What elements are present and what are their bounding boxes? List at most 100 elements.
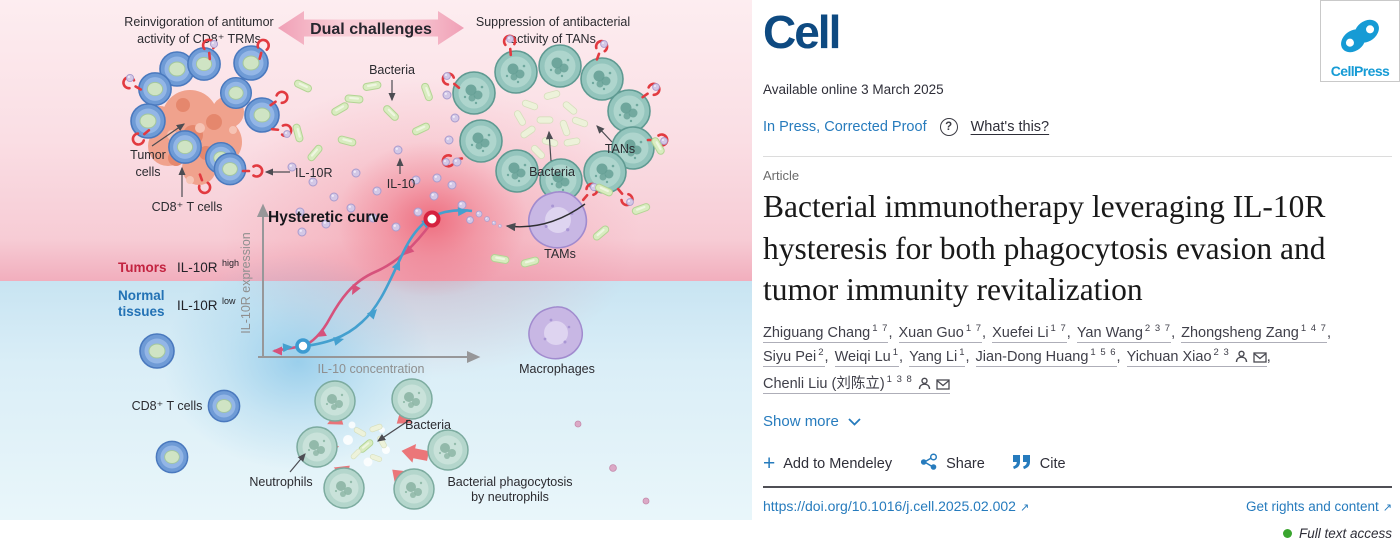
cite-label: Cite	[1039, 455, 1066, 472]
author-separator: ,	[1066, 324, 1075, 341]
macrophages-label: Macrophages	[519, 362, 595, 376]
author-separator: ,	[1326, 324, 1331, 341]
access-status-label: Full text access	[1298, 525, 1392, 541]
author-link[interactable]: Yang Li 1	[909, 347, 966, 368]
il10r-low-sup: low	[222, 296, 236, 306]
press-status-row: In Press, Corrected Proof ? What's this?	[763, 118, 1392, 137]
author-item: Yichuan Xiao 2 3,	[1126, 347, 1273, 368]
author-item: Yang Li 1,	[909, 347, 975, 368]
available-online-date: Available online 3 March 2025	[763, 82, 944, 98]
author-link[interactable]: Zhiguang Chang 1 7	[763, 323, 889, 343]
cellpress-logo[interactable]: CellPress	[1320, 0, 1400, 82]
in-press-link[interactable]: In Press, Corrected Proof	[763, 119, 927, 136]
suppression-label-line1: Suppression of antibacterial	[476, 15, 630, 29]
author-link[interactable]: Yichuan Xiao 2 3	[1126, 347, 1267, 368]
author-separator: ,	[899, 349, 908, 366]
author-link[interactable]: Yan Wang 2 3 7	[1076, 323, 1172, 343]
article-title: Bacterial immunotherapy leveraging IL-10…	[763, 189, 1326, 307]
phagocytosis-label-line2: by neutrophils	[471, 490, 549, 504]
external-link-icon: ↗	[1382, 501, 1392, 514]
external-link-icon: ↗	[1019, 501, 1030, 514]
author-separator: ,	[1171, 324, 1180, 341]
author-item: Zhongsheng Zang 1 4 7,	[1181, 323, 1333, 343]
il10r-high-sup: high	[222, 258, 239, 268]
tans-label: TANs	[605, 142, 635, 156]
author-separator: ,	[1116, 349, 1125, 366]
access-row: Full text access	[763, 526, 1392, 541]
pointer-lines	[151, 80, 613, 473]
low-state-marker	[295, 338, 311, 354]
author-separator: ,	[824, 349, 833, 366]
author-link[interactable]: Chenli Liu (刘陈立) 1 3 8	[763, 374, 950, 394]
cell-journal-logo[interactable]: Cell	[763, 6, 841, 58]
reinvigoration-label-line1: Reinvigoration of antitumor	[124, 15, 273, 29]
hysteresis-chart: Hysteretic curve IL-10R expression IL-10…	[239, 205, 479, 376]
author-link[interactable]: Siyu Pei 2	[763, 347, 825, 368]
doi-link[interactable]: https://doi.org/10.1016/j.cell.2025.02.0…	[763, 497, 1030, 514]
author-affiliations: 1 7	[1050, 323, 1067, 335]
reinvigoration-label-line2: activity of CD8⁺ TRMs	[137, 32, 261, 46]
author-link[interactable]: Weiqi Lu 1	[834, 347, 900, 368]
add-to-mendeley-label: Add to Mendeley	[783, 455, 893, 472]
normal-tissues-label-line1: Normal	[118, 288, 165, 303]
author-item: Chenli Liu (刘陈立) 1 3 8	[763, 374, 950, 394]
cite-button[interactable]: Cite	[1012, 454, 1066, 473]
share-label: Share	[946, 455, 985, 472]
bacteria-bottom-label: Bacteria	[405, 418, 451, 432]
tams-label: TAMs	[544, 247, 576, 261]
tam-cell	[505, 180, 602, 249]
high-state-marker	[423, 210, 441, 228]
x-axis-label: IL-10 concentration	[317, 362, 424, 376]
graphical-abstract: Dual challenges Reinvigoration of antitu…	[0, 0, 752, 520]
phagocytosis-cluster	[296, 378, 469, 510]
author-affiliations: 1 5 6	[1090, 347, 1117, 359]
background-zones	[0, 0, 752, 520]
get-rights-link[interactable]: Get rights and content ↗	[1245, 498, 1392, 514]
share-button[interactable]: Share	[919, 453, 985, 475]
suppression-label-line2: activity of TANs	[510, 32, 596, 46]
bacteria-debris	[343, 421, 390, 467]
author-affiliations: 2 3 7	[1144, 323, 1172, 335]
author-affiliations: 1 7	[872, 323, 889, 335]
article-type-label: Article	[763, 168, 800, 184]
il10-callout-label: IL-10	[387, 177, 416, 191]
headline-labels: Reinvigoration of antitumor activity of …	[124, 15, 630, 46]
author-separator: ,	[888, 324, 897, 341]
author-affiliations: 2 3	[1213, 347, 1230, 359]
dual-challenges-label: Dual challenges	[310, 21, 432, 38]
show-more-label: Show more	[763, 412, 839, 430]
author-item: Yan Wang 2 3 7,	[1076, 323, 1181, 343]
author-link[interactable]: Xuefei Li 1 7	[992, 323, 1067, 343]
add-to-mendeley-button[interactable]: + Add to Mendeley	[763, 453, 893, 474]
author-item: Xuan Guo 1 7,	[898, 323, 993, 343]
macrophage-cell	[528, 306, 584, 360]
bacteria-top-label: Bacteria	[369, 63, 415, 77]
author-affiliations: 1 7	[965, 323, 983, 335]
cellpress-mark-icon	[1337, 14, 1383, 63]
article-panel: Cell CellPress Available online 3 March …	[752, 0, 1400, 541]
cellpress-wordmark: CellPress	[1330, 63, 1390, 79]
author-link[interactable]: Jian-Dong Huang 1 5 6	[975, 347, 1117, 368]
il10r-high-label: IL-10R	[177, 260, 218, 275]
share-icon	[919, 453, 938, 475]
zone-labels: Tumors IL-10R high Normal tissues IL-10R…	[118, 258, 239, 319]
bacteria-right-label: Bacteria	[529, 165, 575, 179]
tumor-cells-label-line2: cells	[135, 165, 160, 179]
author-profile-icon[interactable]	[918, 375, 931, 398]
il10r-callout-label: IL-10R	[295, 166, 333, 180]
access-status-dot	[1282, 528, 1292, 538]
y-axis-label: IL-10R expression	[239, 232, 253, 333]
author-email-icon[interactable]	[936, 375, 950, 398]
cd8-t-cells-bottom-label: CD8⁺ T cells	[132, 399, 203, 413]
help-icon[interactable]: ?	[939, 118, 958, 137]
dual-challenges-banner: Dual challenges	[278, 11, 464, 45]
whats-this-link[interactable]: What's this?	[970, 119, 1050, 136]
author-link[interactable]: Zhongsheng Zang 1 4 7	[1181, 323, 1327, 343]
author-affiliations: 2	[818, 347, 825, 359]
hysteretic-curve-label: Hysteretic curve	[268, 209, 389, 226]
author-email-icon[interactable]	[1253, 348, 1267, 371]
author-profile-icon[interactable]	[1235, 348, 1248, 371]
author-item: Siyu Pei 2,	[763, 347, 835, 368]
show-more-button[interactable]: Show more	[763, 413, 861, 430]
author-link[interactable]: Xuan Guo 1 7	[898, 323, 983, 343]
